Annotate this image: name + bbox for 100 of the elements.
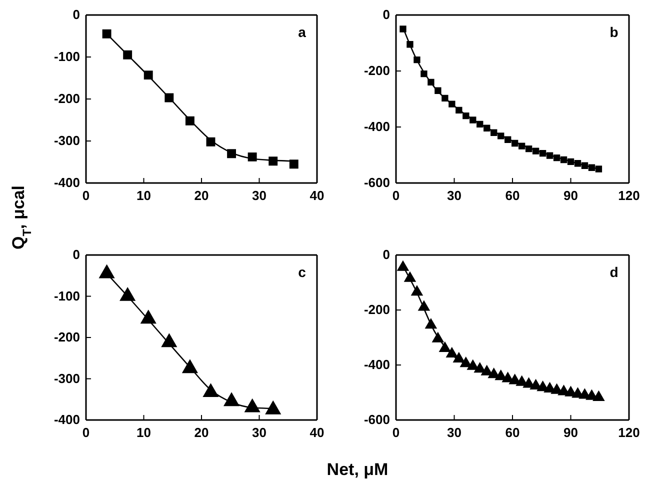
annotation: b (610, 24, 618, 40)
point (442, 94, 448, 102)
point (565, 386, 576, 396)
point (574, 160, 582, 167)
point (467, 360, 479, 370)
point (490, 129, 498, 136)
y-tick-label: -200 (364, 302, 390, 318)
point (498, 132, 504, 140)
x-tick-label: 40 (310, 425, 324, 440)
y-tick-label: -400 (364, 357, 390, 372)
point (532, 148, 540, 154)
y-tick-label: -400 (54, 412, 80, 428)
point (595, 166, 602, 172)
y-tick-label: -600 (364, 412, 390, 428)
point (481, 365, 493, 376)
y-tick-label: 0 (72, 7, 80, 22)
y-tick-label: 0 (72, 247, 80, 262)
x-tick-label: 120 (618, 188, 640, 204)
y-tick-label: -100 (54, 49, 80, 64)
x-tick-label: 10 (136, 188, 151, 204)
point (588, 164, 596, 171)
y-tick-label: -600 (364, 175, 390, 190)
y-tick-label: -200 (54, 330, 80, 345)
point (448, 100, 456, 108)
point (411, 286, 423, 296)
point (428, 78, 434, 86)
x-tick-label: 30 (252, 425, 266, 440)
point (476, 120, 484, 128)
x-tick-label: 30 (252, 188, 266, 204)
point (462, 112, 470, 120)
point (102, 29, 112, 38)
point (504, 136, 512, 143)
point (140, 310, 156, 324)
point (593, 390, 604, 401)
point (182, 360, 198, 374)
point (484, 124, 490, 132)
point (418, 300, 430, 311)
point (224, 392, 240, 406)
point (518, 142, 526, 150)
x-tick-label: 0 (82, 188, 90, 204)
x-tick-label: 120 (618, 425, 640, 440)
y-tick-label: 0 (382, 247, 390, 262)
point (560, 156, 568, 164)
point (144, 70, 153, 80)
point (567, 158, 574, 166)
y-tick-label: -300 (54, 370, 80, 386)
point (414, 56, 420, 64)
y-tick-label: -400 (54, 175, 80, 190)
point (406, 41, 414, 48)
point (185, 116, 194, 126)
point (420, 70, 428, 78)
point (434, 87, 442, 94)
point (453, 352, 465, 362)
x-tick-label: 0 (82, 425, 90, 440)
y-tick-label: -300 (54, 133, 80, 148)
point (123, 50, 132, 60)
point (289, 160, 298, 169)
point (99, 264, 114, 278)
x-tick-label: 20 (194, 425, 209, 440)
x-axis-title: Net, μM (326, 460, 388, 479)
annotation: d (610, 264, 618, 280)
point (470, 116, 476, 124)
x-tick-label: 20 (194, 188, 209, 204)
x-tick-label: 60 (505, 425, 520, 440)
point (539, 150, 546, 157)
point (432, 332, 444, 342)
point (460, 357, 472, 368)
y-tick-label: 0 (382, 7, 390, 22)
x-tick-label: 60 (505, 188, 520, 204)
annotation: a (298, 24, 306, 40)
x-tick-label: 40 (310, 188, 324, 204)
point (268, 156, 278, 166)
y-tick-label: -400 (364, 119, 390, 134)
x-tick-label: 30 (447, 188, 462, 204)
annotation: c (298, 264, 306, 280)
y-tick-label: -200 (54, 91, 80, 106)
point (530, 379, 542, 390)
point (446, 348, 458, 358)
point (120, 288, 136, 301)
x-tick-label: 0 (392, 188, 400, 204)
point (544, 382, 556, 392)
point (227, 149, 236, 158)
point (474, 362, 486, 373)
point (581, 162, 588, 169)
x-tick-label: 10 (136, 425, 151, 440)
x-tick-label: 0 (392, 425, 400, 440)
point (400, 26, 406, 32)
x-tick-label: 30 (447, 425, 462, 440)
point (511, 140, 518, 147)
point (425, 318, 437, 329)
y-tick-label: -100 (54, 288, 80, 304)
point (164, 93, 174, 102)
point (553, 154, 560, 162)
x-tick-label: 90 (564, 425, 578, 440)
y-tick-label: -200 (364, 63, 390, 78)
point (439, 342, 451, 352)
point (404, 272, 416, 282)
point (248, 152, 257, 162)
point (525, 146, 532, 152)
point (546, 152, 554, 159)
